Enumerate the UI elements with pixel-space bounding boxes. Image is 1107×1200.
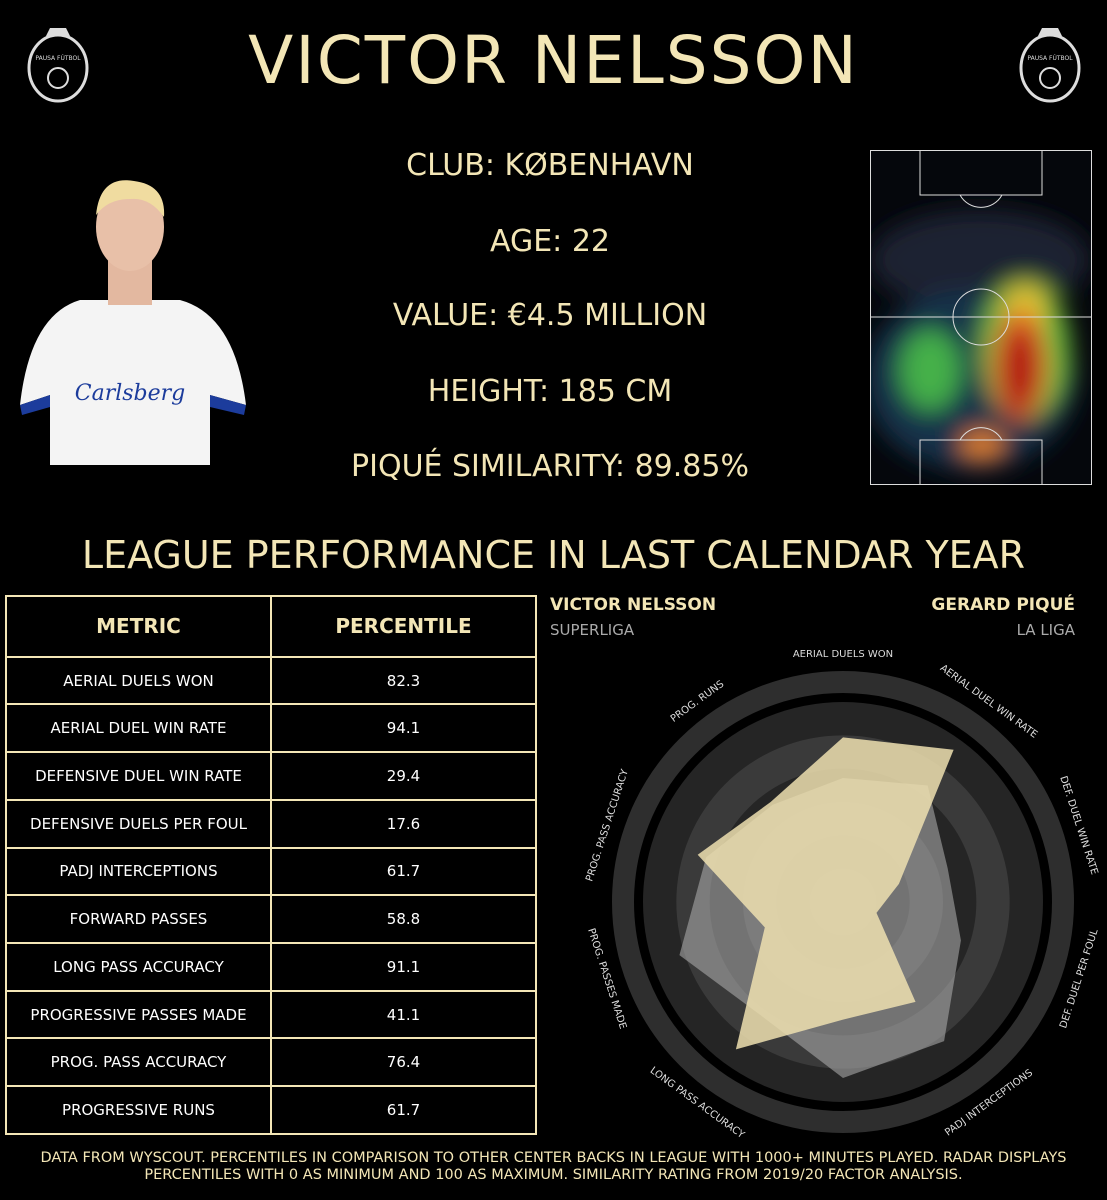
table-row: DEFENSIVE DUELS PER FOUL 17.6 (5, 798, 537, 849)
table-header: PERCENTILE (270, 595, 537, 658)
metric-name: DEFENSIVE DUEL WIN RATE (5, 751, 272, 801)
info-club: CLUB: KØBENHAVN (406, 148, 694, 183)
radar-chart: VICTOR NELSSON SUPERLIGA GERARD PIQUÉ LA LI… (550, 593, 1101, 1140)
logo-text: PAUSA FÚTBOL (1027, 55, 1073, 62)
legend-name: GERARD PIQUÉ (931, 593, 1075, 615)
table-row: AERIAL DUEL WIN RATE 94.1 (5, 703, 537, 754)
percentile-value: 41.1 (270, 989, 537, 1040)
metric-name: AERIAL DUELS WON (5, 655, 272, 706)
percentile-value: 94.1 (270, 703, 537, 754)
svg-text:Carlsberg: Carlsberg (75, 381, 186, 406)
logo-right: PAUSA FÚTBOL (1019, 28, 1081, 103)
radar-ring (612, 671, 1074, 1133)
metric-name: LONG PASS ACCURACY (5, 942, 272, 992)
percentile-table: METRIC PERCENTILE AERIAL DUELS WON 82.3 AERI… (5, 595, 537, 1135)
percentile-value: 17.6 (270, 798, 537, 849)
percentile-value: 91.1 (270, 942, 537, 992)
player-photo: Carlsberg (10, 175, 250, 465)
metric-name: FORWARD PASSES (5, 894, 272, 945)
heatmap (870, 150, 1092, 485)
table-row: DEFENSIVE DUEL WIN RATE 29.4 (5, 751, 537, 801)
metric-name: PADJ INTERCEPTIONS (5, 846, 272, 897)
percentile-value: 61.7 (270, 846, 537, 897)
info-value: VALUE: €4.5 MILLION (392, 298, 708, 333)
metric-name: PROGRESSIVE PASSES MADE (5, 989, 272, 1040)
table-row: FORWARD PASSES 58.8 (5, 894, 537, 945)
percentile-value: 29.4 (270, 751, 537, 801)
table-row: LONG PASS ACCURACY 91.1 (5, 942, 537, 992)
metric-name: AERIAL DUEL WIN RATE (5, 703, 272, 754)
percentile-value: 58.8 (270, 894, 537, 945)
table-row: PADJ INTERCEPTIONS 61.7 (5, 846, 537, 897)
percentile-value: 82.3 (270, 655, 537, 706)
table-header-row: METRIC PERCENTILE (5, 595, 537, 658)
legend-league: SUPERLIGA (550, 621, 635, 639)
logo-text: PAUSA FÚTBOL (35, 55, 81, 62)
metric-name: DEFENSIVE DUELS PER FOUL (5, 798, 272, 849)
radar-area (697, 737, 954, 1050)
percentile-value: 76.4 (270, 1037, 537, 1088)
section-title: LEAGUE PERFORMANCE IN LAST CALENDAR YEAR (81, 533, 1026, 577)
info-age: AGE: 22 (489, 224, 610, 259)
metric-name: PROG. PASS ACCURACY (5, 1037, 272, 1088)
footer-note: DATA FROM WYSCOUT. PERCENTILES IN COMPAR… (40, 1150, 1067, 1183)
percentile-value: 61.7 (270, 1085, 537, 1135)
radar-axis-label: AERIAL DUELS WON (793, 649, 893, 660)
table-row: AERIAL DUELS WON 82.3 (5, 655, 537, 706)
table-row: PROG. PASS ACCURACY 76.4 (5, 1037, 537, 1088)
table-row: PROGRESSIVE PASSES MADE 41.1 (5, 989, 537, 1040)
legend-league: LA LIGA (1017, 621, 1076, 639)
logo-left: PAUSA FÚTBOL (27, 28, 89, 103)
metric-name: PROGRESSIVE RUNS (5, 1085, 272, 1135)
legend-name: VICTOR NELSSON (550, 595, 716, 615)
title: VICTOR NELSSON (248, 22, 859, 99)
table-row: PROGRESSIVE RUNS 61.7 (5, 1085, 537, 1135)
table-header: METRIC (5, 595, 272, 658)
info-similarity: PIQUÉ SIMILARITY: 89.85% (351, 449, 749, 484)
info-height: HEIGHT: 185 CM (427, 374, 673, 409)
